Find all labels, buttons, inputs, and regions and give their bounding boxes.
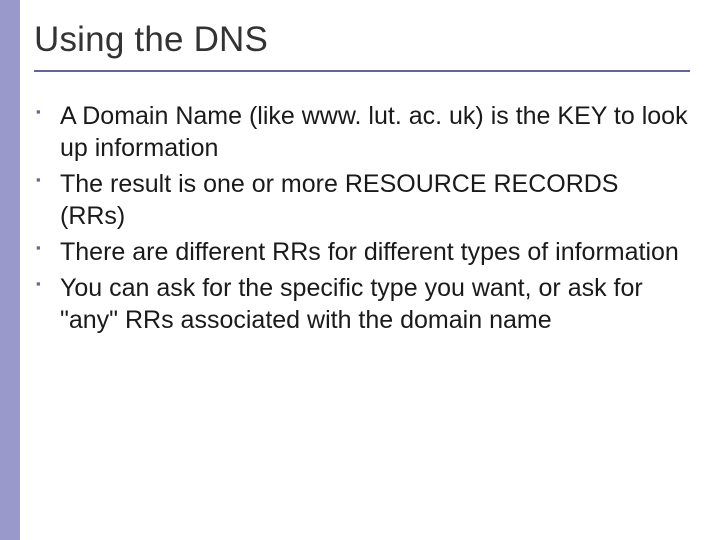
bullet-list: A Domain Name (like www. lut. ac. uk) is… [34,100,690,336]
list-item: There are different RRs for different ty… [60,236,690,268]
slide-title: Using the DNS [34,20,690,60]
title-rule [34,70,690,72]
slide-body: Using the DNS A Domain Name (like www. l… [20,0,720,540]
list-item: A Domain Name (like www. lut. ac. uk) is… [60,100,690,164]
list-item: You can ask for the specific type you wa… [60,272,690,336]
accent-left-bar [0,0,20,540]
list-item: The result is one or more RESOURCE RECOR… [60,168,690,232]
